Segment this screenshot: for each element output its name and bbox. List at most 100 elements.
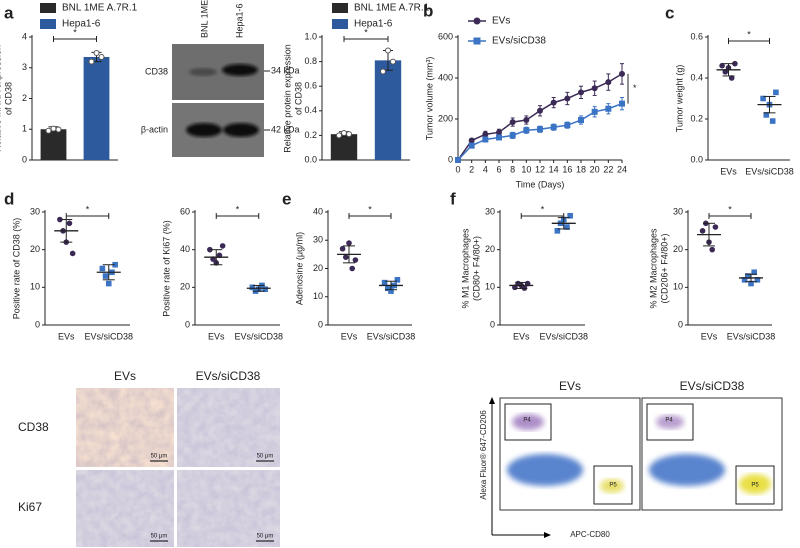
data-point: [468, 142, 475, 149]
data-point: [564, 224, 570, 230]
y-axis-label: Relative protein expression: [282, 44, 292, 153]
y-tick-label: 400: [438, 72, 453, 82]
y-tick-label: 30: [313, 235, 323, 245]
panel-letter: c: [665, 3, 674, 22]
data-point: [550, 124, 557, 131]
significance-label: *: [541, 204, 545, 214]
data-point: [537, 126, 543, 133]
y-axis-label: (CD206+ F4/80+): [659, 233, 669, 303]
data-point: [57, 216, 63, 223]
data-point: [751, 269, 757, 276]
y-axis-label: (CD80+ F4/80+): [471, 236, 481, 301]
data-point: [219, 243, 226, 249]
western-blot: BNL 1ME A.7R.1 Hepa1-6 CD38 β-actin 34 k…: [141, 0, 300, 157]
gate-label: P4: [523, 418, 531, 424]
legend-swatch: [332, 19, 348, 29]
legend-swatch: [332, 3, 348, 13]
data-point: [105, 280, 112, 287]
data-point: [262, 286, 268, 293]
size-label: 34 kDa: [271, 65, 300, 75]
row-title: Ki67: [18, 500, 42, 514]
cell-cloud: [507, 454, 583, 486]
flow-cytometry: EVs EVs/siCD38 P4 P5 P4 P5 Alexa Fluor® …: [479, 379, 783, 539]
y-axis-label: Positive rate of Ki67 (%): [161, 220, 171, 317]
y-tick-label: 4: [22, 31, 27, 41]
flow-plot: [499, 397, 641, 511]
y-axis-label: Relative mRNA expression: [0, 45, 2, 152]
band: [222, 64, 258, 76]
x-tick-label: 4: [483, 164, 488, 174]
series-line: [457, 73, 623, 161]
data-point: [754, 277, 761, 283]
column-title: EVs: [559, 379, 581, 393]
x-tick-label: 2: [469, 164, 474, 174]
y-tick-label: 0: [490, 319, 495, 329]
scale-label: 50 μm: [151, 534, 168, 540]
size-label: 42 kDa: [271, 124, 300, 134]
y-tick-label: 0.4: [304, 105, 317, 115]
bar: [40, 129, 67, 160]
gate-label: P5: [751, 483, 759, 489]
panel-letter: b: [423, 1, 433, 20]
y-tick-label: 0.6: [690, 31, 703, 41]
x-tick-label: EVs/siCD38: [234, 331, 283, 341]
y-axis-label: % M1 Macrophages: [460, 228, 470, 309]
data-point: [390, 58, 396, 65]
gate: [593, 465, 633, 505]
data-point: [388, 288, 394, 294]
data-point: [50, 125, 57, 132]
gate: [735, 465, 775, 505]
tissue-image: [76, 388, 174, 467]
data-point: [578, 117, 584, 124]
data-point: [455, 157, 461, 163]
data-point: [249, 284, 256, 291]
legend-marker: [473, 37, 481, 45]
y-tick-label: 1: [22, 124, 27, 134]
data-point: [773, 89, 779, 96]
y-tick-label: 3: [22, 62, 27, 72]
legend-marker: [473, 17, 481, 25]
column-title: EVs/siCD38: [680, 379, 745, 393]
y-tick-label: 20: [673, 244, 683, 254]
y-tick-label: 0.4: [690, 72, 703, 82]
data-point: [380, 68, 386, 75]
gate-label: P5: [609, 483, 617, 489]
y-tick-label: 10: [673, 282, 683, 292]
x-tick-label: 24: [617, 164, 627, 174]
column-title: EVs: [114, 369, 136, 383]
column-title: EVs/siCD38: [196, 369, 261, 383]
y-tick-label: 0.0: [690, 154, 703, 164]
y-axis-label: of CD38: [3, 82, 13, 115]
panel-letter: e: [282, 189, 291, 208]
x-tick-label: 8: [510, 164, 515, 174]
x-tick-label: EVs/siCD38: [727, 331, 776, 341]
significance-label: *: [633, 83, 637, 93]
x-axis-label: Time (Days): [516, 179, 565, 189]
y-tick-label: 2: [22, 93, 27, 103]
x-tick-label: EVs/siCD38: [539, 331, 588, 341]
significance-label: *: [364, 27, 368, 37]
band: [223, 123, 259, 137]
x-tick-label: EVs: [720, 166, 737, 176]
x-tick-label: 14: [549, 164, 559, 174]
row-label: β-actin: [141, 124, 168, 134]
data-point: [591, 108, 598, 115]
tissue-image: [76, 470, 174, 547]
y-tick-label: 600: [438, 31, 453, 41]
legend-label: EVs: [492, 16, 510, 27]
x-tick-label: EVs: [513, 331, 530, 341]
lane-label: BNL 1ME A.7R.1: [199, 0, 209, 38]
legend-swatch: [40, 19, 56, 29]
data-point: [112, 261, 118, 268]
y-tick-label: 0: [448, 154, 453, 164]
y-tick-label: 60: [180, 206, 190, 216]
y-tick-label: 20: [180, 282, 190, 292]
gate: [646, 403, 694, 441]
y-tick-label: 0: [318, 319, 323, 329]
y-axis-label: Tumor volume (mm³): [424, 57, 434, 141]
data-point: [394, 277, 401, 283]
y-tick-label: 0.8: [304, 56, 317, 66]
significance-label: *: [236, 204, 240, 214]
cell-cloud: [649, 454, 725, 486]
y-tick-label: 0: [185, 319, 190, 329]
